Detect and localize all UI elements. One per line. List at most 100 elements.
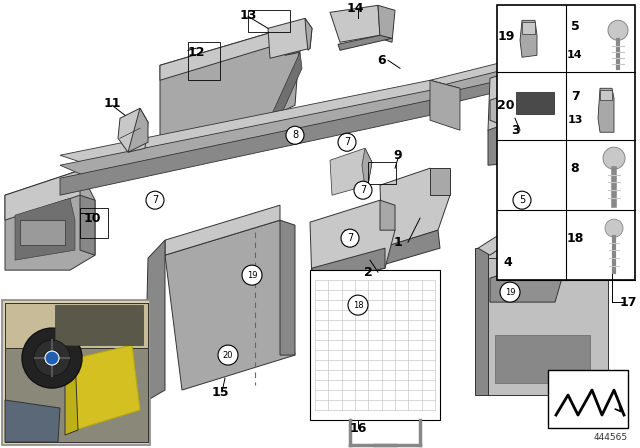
Text: 7: 7 [344, 137, 350, 147]
Polygon shape [280, 220, 295, 355]
FancyBboxPatch shape [497, 5, 635, 280]
Text: 6: 6 [378, 54, 387, 67]
Text: 14: 14 [567, 50, 583, 60]
Circle shape [338, 133, 356, 151]
Polygon shape [528, 215, 608, 255]
Polygon shape [478, 230, 590, 320]
Polygon shape [490, 260, 562, 302]
Polygon shape [380, 168, 450, 248]
FancyBboxPatch shape [516, 92, 554, 114]
Polygon shape [15, 198, 75, 260]
Polygon shape [160, 28, 285, 80]
Text: 13: 13 [567, 115, 582, 125]
Polygon shape [268, 18, 312, 58]
Text: 20: 20 [497, 99, 515, 112]
Polygon shape [362, 148, 372, 188]
Polygon shape [60, 80, 460, 165]
Polygon shape [312, 248, 385, 285]
Polygon shape [338, 35, 392, 50]
Polygon shape [5, 170, 95, 270]
Polygon shape [165, 205, 280, 255]
Polygon shape [310, 200, 395, 285]
Text: 8: 8 [571, 162, 579, 175]
Circle shape [44, 350, 60, 366]
Polygon shape [5, 170, 80, 220]
Text: 444565: 444565 [594, 433, 628, 442]
Polygon shape [68, 345, 140, 430]
Polygon shape [165, 220, 295, 390]
Polygon shape [430, 63, 545, 96]
Polygon shape [5, 400, 60, 442]
Text: 15: 15 [211, 386, 228, 399]
Text: 2: 2 [364, 266, 372, 279]
Circle shape [242, 265, 262, 285]
Text: 7: 7 [152, 195, 158, 205]
Text: 7: 7 [360, 185, 366, 195]
FancyBboxPatch shape [2, 300, 150, 445]
Polygon shape [330, 5, 380, 42]
Text: 18: 18 [353, 301, 364, 310]
Polygon shape [168, 118, 270, 168]
Text: 1: 1 [394, 236, 403, 249]
Polygon shape [305, 18, 312, 50]
Text: 19: 19 [247, 271, 257, 280]
Polygon shape [522, 22, 535, 34]
Text: 8: 8 [292, 130, 298, 140]
Text: 20: 20 [223, 351, 233, 360]
Polygon shape [488, 118, 522, 165]
FancyBboxPatch shape [488, 255, 608, 395]
Polygon shape [270, 52, 302, 135]
Text: 5: 5 [571, 20, 579, 33]
Text: 19: 19 [505, 288, 515, 297]
FancyBboxPatch shape [55, 305, 143, 345]
Circle shape [500, 282, 520, 302]
Polygon shape [128, 108, 148, 152]
Polygon shape [430, 80, 460, 130]
Circle shape [146, 191, 164, 209]
Text: 17: 17 [620, 296, 637, 309]
Text: 7: 7 [347, 233, 353, 243]
Circle shape [348, 295, 368, 315]
Polygon shape [145, 240, 165, 400]
Polygon shape [5, 303, 148, 442]
Circle shape [354, 181, 372, 199]
Polygon shape [5, 303, 148, 348]
Polygon shape [5, 340, 148, 442]
Polygon shape [478, 298, 582, 330]
Circle shape [605, 219, 623, 237]
Polygon shape [520, 20, 537, 57]
FancyBboxPatch shape [310, 270, 440, 420]
Text: 4: 4 [504, 256, 513, 269]
Text: 11: 11 [103, 97, 121, 110]
Polygon shape [380, 200, 395, 230]
Polygon shape [545, 60, 570, 100]
Polygon shape [160, 28, 300, 150]
Circle shape [513, 191, 531, 209]
Polygon shape [285, 39, 300, 55]
Polygon shape [380, 230, 440, 265]
Circle shape [218, 345, 238, 365]
Polygon shape [430, 55, 545, 88]
Polygon shape [598, 88, 614, 132]
Text: 14: 14 [346, 2, 364, 15]
Polygon shape [430, 70, 545, 108]
Polygon shape [118, 108, 148, 152]
Polygon shape [490, 250, 568, 305]
Text: 5: 5 [519, 195, 525, 205]
Polygon shape [475, 248, 488, 395]
Text: 7: 7 [571, 90, 579, 103]
FancyBboxPatch shape [548, 370, 628, 428]
Polygon shape [330, 148, 372, 195]
FancyBboxPatch shape [495, 335, 590, 383]
Circle shape [22, 328, 82, 388]
FancyBboxPatch shape [20, 220, 65, 245]
Polygon shape [555, 230, 590, 258]
Text: 12: 12 [188, 46, 205, 59]
Polygon shape [478, 215, 538, 255]
Polygon shape [600, 90, 612, 100]
Circle shape [45, 351, 59, 365]
Text: 16: 16 [349, 422, 367, 435]
Polygon shape [490, 85, 545, 128]
Text: 18: 18 [566, 232, 584, 245]
Polygon shape [60, 100, 430, 195]
